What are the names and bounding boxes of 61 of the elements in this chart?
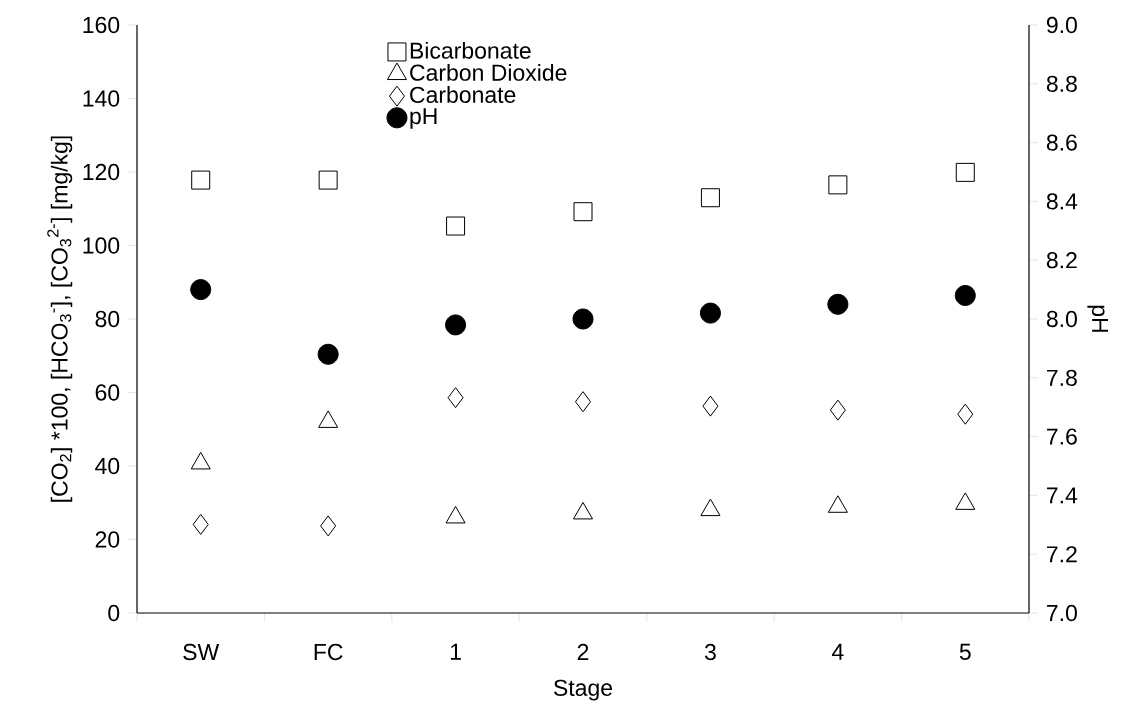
point xyxy=(572,501,594,520)
point xyxy=(318,170,338,190)
y2-tick-label: 8.6 xyxy=(1046,134,1077,151)
legend-label: pH xyxy=(410,108,437,129)
legend-label: Carbon Dioxide xyxy=(410,63,567,81)
point xyxy=(827,293,849,315)
point xyxy=(573,202,593,222)
y2-tick-label: 7.6 xyxy=(1047,428,1077,445)
x-tick-label: SW xyxy=(183,643,220,661)
y2-tick-label: 8.0 xyxy=(1046,310,1077,328)
legend-label: Bicarbonate xyxy=(410,41,531,59)
y2-tick-label: 7.8 xyxy=(1047,369,1077,386)
point xyxy=(827,495,848,513)
y-tick-label: 160 xyxy=(83,16,120,34)
point xyxy=(572,308,594,330)
point xyxy=(445,314,467,336)
point xyxy=(829,399,846,421)
y-tick-label: 0 xyxy=(108,604,120,622)
y2-tick-label: 7.2 xyxy=(1047,546,1077,563)
x-tick-label: 2 xyxy=(577,643,589,660)
point xyxy=(190,451,211,470)
x-tick-label: FC xyxy=(314,643,343,661)
y-tick-label: 100 xyxy=(83,237,120,254)
x-axis-title: Stage xyxy=(554,679,613,701)
point xyxy=(446,216,466,236)
y2-tick-label: 8.4 xyxy=(1046,193,1078,210)
point xyxy=(955,162,975,182)
point xyxy=(700,188,720,208)
y2-tick-label: 8.8 xyxy=(1046,75,1077,92)
point xyxy=(190,279,212,301)
y-tick-label: 140 xyxy=(83,90,120,107)
y-tick-label: 40 xyxy=(95,457,120,475)
y-tick-label: 60 xyxy=(95,384,120,401)
x-tick-label: 5 xyxy=(959,643,971,660)
y2-tick-label: 7.4 xyxy=(1047,487,1078,504)
point xyxy=(828,175,848,195)
y2-tick-label: 7.0 xyxy=(1047,604,1077,622)
point xyxy=(700,498,721,517)
point xyxy=(447,387,464,409)
point xyxy=(699,302,721,324)
point xyxy=(192,513,209,535)
y2-axis-title: pH xyxy=(1087,305,1108,332)
x-tick-label: 3 xyxy=(704,643,716,661)
legend-label: Carbonate xyxy=(410,86,516,103)
y2-tick-label: 8.2 xyxy=(1046,252,1077,269)
y-tick-label: 80 xyxy=(95,310,120,328)
y-tick-label: 20 xyxy=(95,531,120,548)
point xyxy=(957,403,974,425)
point xyxy=(575,391,591,413)
y-tick-label: 120 xyxy=(83,163,120,181)
point xyxy=(702,395,719,417)
point xyxy=(191,170,211,190)
x-tick-label: 4 xyxy=(832,643,844,660)
point xyxy=(954,284,976,306)
x-tick-label: 1 xyxy=(450,643,461,660)
point xyxy=(955,492,976,510)
point xyxy=(317,343,339,365)
point xyxy=(318,410,339,428)
text: [CO$_{2}$] *100, [HCO$_{3}$$^{-}$], [CO$_{3}$$^{2-}$] [mg/kg] xyxy=(47,136,73,502)
point xyxy=(445,505,466,524)
y2-tick-label: 9.0 xyxy=(1046,16,1077,34)
